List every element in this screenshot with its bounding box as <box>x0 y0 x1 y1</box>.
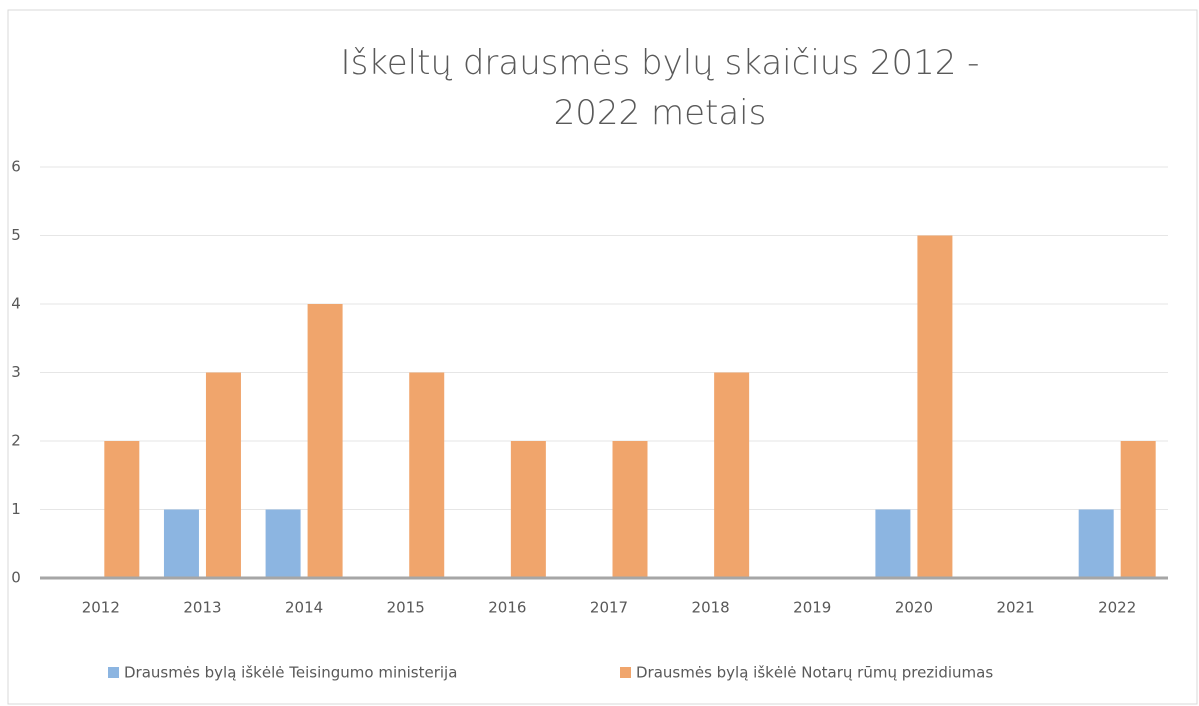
x-tick-label: 2018 <box>692 599 730 617</box>
y-tick-label: 1 <box>11 500 21 518</box>
bar <box>409 372 445 578</box>
legend-swatch <box>108 667 119 678</box>
x-tick-label: 2016 <box>488 599 526 617</box>
bar <box>1078 509 1114 578</box>
bar <box>875 509 911 578</box>
chart-title: Iškeltų drausmės bylų skaičius 2012 - 20… <box>340 43 980 133</box>
x-tick-label: 2015 <box>387 599 425 617</box>
legend-label: Drausmės bylą iškėlė Notarų rūmų prezidi… <box>636 664 993 682</box>
x-tick-label: 2013 <box>183 599 221 617</box>
bar <box>714 372 750 578</box>
x-tick-label: 2021 <box>996 599 1034 617</box>
y-tick-label: 5 <box>11 226 21 244</box>
legend-swatch <box>620 667 631 678</box>
y-tick-label: 6 <box>11 158 21 176</box>
bar <box>917 235 953 578</box>
x-tick-label: 2019 <box>793 599 831 617</box>
legend-label: Drausmės bylą iškėlė Teisingumo minister… <box>124 664 457 682</box>
x-tick-label: 2012 <box>82 599 120 617</box>
bar <box>265 509 301 578</box>
x-tick-label: 2017 <box>590 599 628 617</box>
x-tick-label: 2020 <box>895 599 933 617</box>
bar <box>205 372 241 578</box>
bar <box>612 441 648 578</box>
x-tick-label: 2014 <box>285 599 323 617</box>
y-tick-label: 4 <box>11 295 21 313</box>
bar <box>1120 441 1156 578</box>
x-tick-label: 2022 <box>1098 599 1136 617</box>
y-tick-label: 2 <box>11 432 21 450</box>
chart-frame <box>7 9 1198 705</box>
y-tick-label: 0 <box>11 569 21 587</box>
bar <box>163 509 199 578</box>
bar <box>510 441 546 578</box>
bar <box>104 441 140 578</box>
y-tick-label: 3 <box>11 363 21 381</box>
bar <box>307 304 343 578</box>
